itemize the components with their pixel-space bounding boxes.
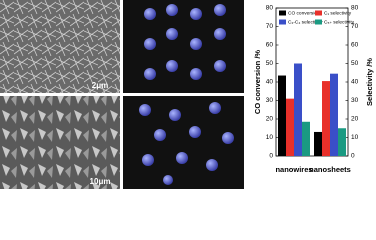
bar (286, 98, 294, 156)
y-axis-title: CO conversion /% (253, 50, 262, 115)
y2-tick-label: 30 (351, 97, 359, 104)
legend-label: CO conversion (288, 10, 320, 16)
y2-tick-label: 80 (351, 5, 359, 12)
bar (294, 63, 302, 156)
y2-tick-label: 50 (351, 60, 359, 67)
y-tick-label: 20 (266, 116, 274, 123)
lattice-atoms (139, 4, 234, 185)
lattice-panel (123, 0, 244, 93)
bar (278, 75, 286, 156)
legend-swatch (315, 10, 322, 16)
sem-nanosheets (0, 96, 120, 189)
y-tick-label: 40 (266, 79, 274, 86)
y-tick-label: 50 (266, 60, 274, 67)
y-tick-label: 60 (266, 42, 274, 49)
x-tick-label: nanowires (275, 165, 312, 174)
y2-tick-label: 20 (351, 116, 359, 123)
bar (322, 81, 330, 156)
bar (330, 73, 338, 156)
sem-nanowires (0, 0, 120, 93)
scale-bar-label: 2μm (92, 81, 108, 90)
scale-bar-label: 10μm (90, 177, 111, 186)
y-tick-label: 80 (266, 5, 274, 12)
y2-tick-label: 70 (351, 23, 359, 30)
bar (338, 128, 346, 156)
y-tick-label: 70 (266, 23, 274, 30)
y2-tick-label: 40 (351, 79, 359, 86)
y2-axis-title: Selectivity /% (365, 58, 374, 106)
legend-swatch (279, 10, 286, 16)
y2-tick-label: 0 (351, 153, 355, 160)
y2-tick-label: 60 (351, 42, 359, 49)
x-tick-label: nanosheets (309, 165, 351, 174)
legend-label: C₁ selectivity (324, 10, 352, 16)
figure: 2μm 10μm CO conversion /% Selectivity /%… (0, 0, 374, 189)
y-tick-label: 10 (266, 134, 274, 141)
y-tick-label: 30 (266, 97, 274, 104)
y-tick-label: 0 (269, 153, 273, 160)
bar (314, 131, 322, 156)
legend-swatch (315, 19, 322, 25)
bar (302, 121, 310, 156)
legend-swatch (279, 19, 286, 25)
y2-tick-label: 10 (351, 134, 359, 141)
legend-label: C₅₊ selectivity (324, 19, 355, 25)
legend-label: C₂-C₄ selectivity (288, 19, 323, 25)
